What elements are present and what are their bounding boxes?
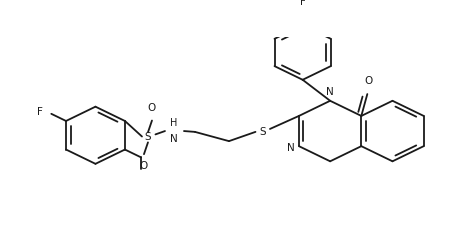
Text: N: N xyxy=(170,134,178,144)
Text: F: F xyxy=(300,0,305,7)
Text: S: S xyxy=(260,127,266,137)
Text: O: O xyxy=(365,76,373,86)
Text: O: O xyxy=(140,161,148,171)
Text: H: H xyxy=(170,118,178,128)
Text: N: N xyxy=(287,143,295,153)
Text: S: S xyxy=(145,132,151,142)
Text: O: O xyxy=(148,103,156,113)
Text: N: N xyxy=(326,88,334,97)
Text: F: F xyxy=(37,107,43,117)
